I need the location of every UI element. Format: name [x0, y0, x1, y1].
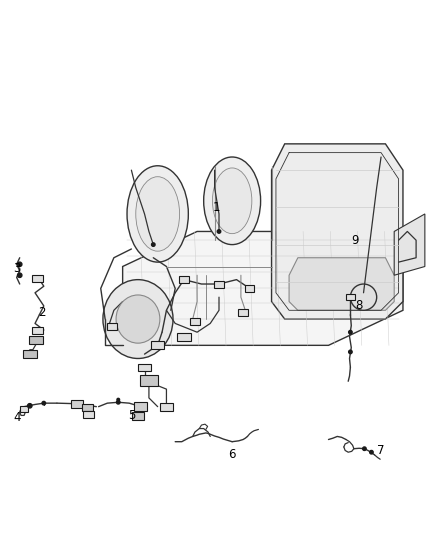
Bar — [140, 375, 158, 386]
Bar — [23, 350, 37, 359]
Bar — [346, 294, 355, 301]
Circle shape — [217, 230, 221, 233]
Ellipse shape — [212, 168, 252, 233]
Bar — [177, 333, 191, 341]
Bar — [107, 324, 117, 330]
Bar — [179, 276, 189, 283]
Polygon shape — [123, 231, 403, 345]
Bar — [214, 280, 224, 287]
Ellipse shape — [350, 284, 377, 310]
Bar — [32, 327, 42, 334]
Circle shape — [349, 350, 352, 354]
Bar — [245, 285, 254, 292]
Text: 3: 3 — [13, 262, 20, 275]
Bar — [190, 318, 200, 325]
Circle shape — [117, 398, 120, 401]
Text: 9: 9 — [351, 233, 359, 247]
Ellipse shape — [204, 157, 261, 245]
Text: 7: 7 — [377, 444, 385, 457]
Text: 6: 6 — [228, 448, 236, 462]
Bar — [32, 275, 42, 282]
Bar — [238, 309, 248, 316]
Circle shape — [117, 400, 120, 404]
Bar — [132, 413, 144, 420]
Bar — [29, 336, 43, 344]
Circle shape — [363, 447, 366, 450]
Circle shape — [349, 330, 352, 334]
Ellipse shape — [116, 295, 160, 343]
Bar — [134, 402, 147, 411]
Bar — [83, 411, 94, 418]
Bar — [138, 364, 151, 371]
Text: 1: 1 — [213, 201, 221, 214]
Circle shape — [18, 273, 22, 278]
Circle shape — [28, 403, 32, 408]
Ellipse shape — [103, 280, 173, 359]
Text: 8: 8 — [356, 300, 363, 312]
Bar — [160, 403, 173, 410]
Text: 2: 2 — [38, 306, 46, 319]
Bar — [20, 406, 28, 413]
Polygon shape — [272, 144, 403, 319]
Text: 4: 4 — [13, 411, 21, 424]
Polygon shape — [394, 214, 425, 275]
Circle shape — [18, 262, 22, 266]
Polygon shape — [289, 258, 394, 310]
Circle shape — [370, 450, 373, 454]
Bar — [151, 342, 164, 349]
Circle shape — [42, 401, 46, 405]
Ellipse shape — [127, 166, 188, 262]
Bar — [82, 403, 93, 411]
Text: 5: 5 — [128, 409, 135, 422]
Ellipse shape — [136, 177, 180, 251]
Bar — [71, 400, 83, 408]
Circle shape — [152, 243, 155, 246]
